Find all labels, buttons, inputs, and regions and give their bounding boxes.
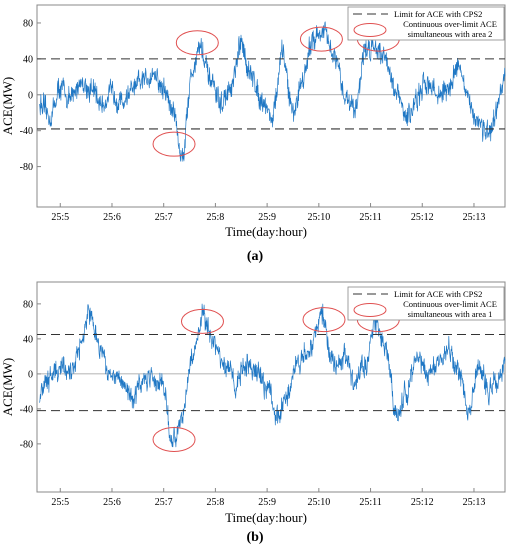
over-limit-ellipse xyxy=(152,131,196,157)
x-tick-label: 25:9 xyxy=(258,497,276,508)
y-tick-label: 80 xyxy=(23,299,33,310)
x-tick-label: 25:9 xyxy=(258,212,276,223)
legend-label-limit: Limit for ACE with CPS2 xyxy=(394,9,482,19)
x-axis-label: Time(day:hour) xyxy=(225,510,307,525)
x-tick-label: 25:5 xyxy=(51,497,69,508)
y-tick-label: -80 xyxy=(20,439,33,450)
x-tick-label: 25:6 xyxy=(103,212,121,223)
panel-caption: (a) xyxy=(247,249,264,264)
y-tick-label: 80 xyxy=(23,18,33,29)
y-tick-label: 40 xyxy=(23,54,33,65)
x-tick-label: 25:11 xyxy=(359,497,381,508)
ace-series-line xyxy=(39,303,506,448)
x-tick-label: 25:5 xyxy=(51,212,69,223)
y-tick-label: 0 xyxy=(28,90,33,101)
x-tick-label: 25:6 xyxy=(103,497,121,508)
x-tick-label: 25:10 xyxy=(307,497,330,508)
plot-frame xyxy=(36,281,506,493)
y-tick-label: -40 xyxy=(20,126,33,137)
legend-ellipse-swatch xyxy=(353,303,387,317)
x-tick-label: 25:13 xyxy=(463,212,486,223)
legend-label-limit: Limit for ACE with CPS2 xyxy=(394,289,482,299)
legend-label-overlimit-2: simultaneous with area 2 xyxy=(408,29,493,39)
x-tick-label: 25:8 xyxy=(207,212,225,223)
x-tick-label: 25:13 xyxy=(463,497,486,508)
x-tick-label: 25:11 xyxy=(359,212,381,223)
y-tick-label: 0 xyxy=(28,369,33,380)
legend-label-overlimit-1: Continuous over-limit ACE xyxy=(403,19,497,29)
over-limit-ellipse xyxy=(299,26,343,52)
legend-ellipse-swatch xyxy=(353,23,387,37)
x-tick-label: 25:10 xyxy=(307,212,330,223)
over-limit-ellipse xyxy=(302,307,346,333)
y-tick-label: -40 xyxy=(20,404,33,415)
x-tick-label: 25:12 xyxy=(411,497,434,508)
x-tick-label: 25:7 xyxy=(155,212,173,223)
y-tick-label: -80 xyxy=(20,162,33,173)
y-axis-label: ACE(MW) xyxy=(0,358,15,417)
plot-frame xyxy=(36,4,506,208)
x-tick-label: 25:7 xyxy=(155,497,173,508)
panel-a: -80 -40 0 40 80 25:5 25:6 25:7 25:8 25:9 25:10 25:1… xyxy=(0,4,506,264)
legend-label-overlimit-1: Continuous over-limit ACE xyxy=(403,299,497,309)
x-tick-label: 25:12 xyxy=(411,212,434,223)
over-limit-ellipse xyxy=(180,308,224,334)
ace-series-line xyxy=(39,21,506,162)
over-limit-ellipse xyxy=(175,30,219,56)
legend-label-overlimit-2: simultaneous with area 1 xyxy=(408,309,493,319)
x-tick-label: 25:8 xyxy=(207,497,225,508)
y-tick-label: 40 xyxy=(23,334,33,345)
panel-caption: (b) xyxy=(246,530,263,545)
over-limit-ellipse xyxy=(152,427,196,452)
x-axis-label: Time(day:hour) xyxy=(225,224,307,239)
panel-b: -80 -40 0 40 80 25:5 25:6 25:7 25:8 25:9 25:10 25:1… xyxy=(0,281,506,545)
y-axis-label: ACE(MW) xyxy=(0,77,15,136)
